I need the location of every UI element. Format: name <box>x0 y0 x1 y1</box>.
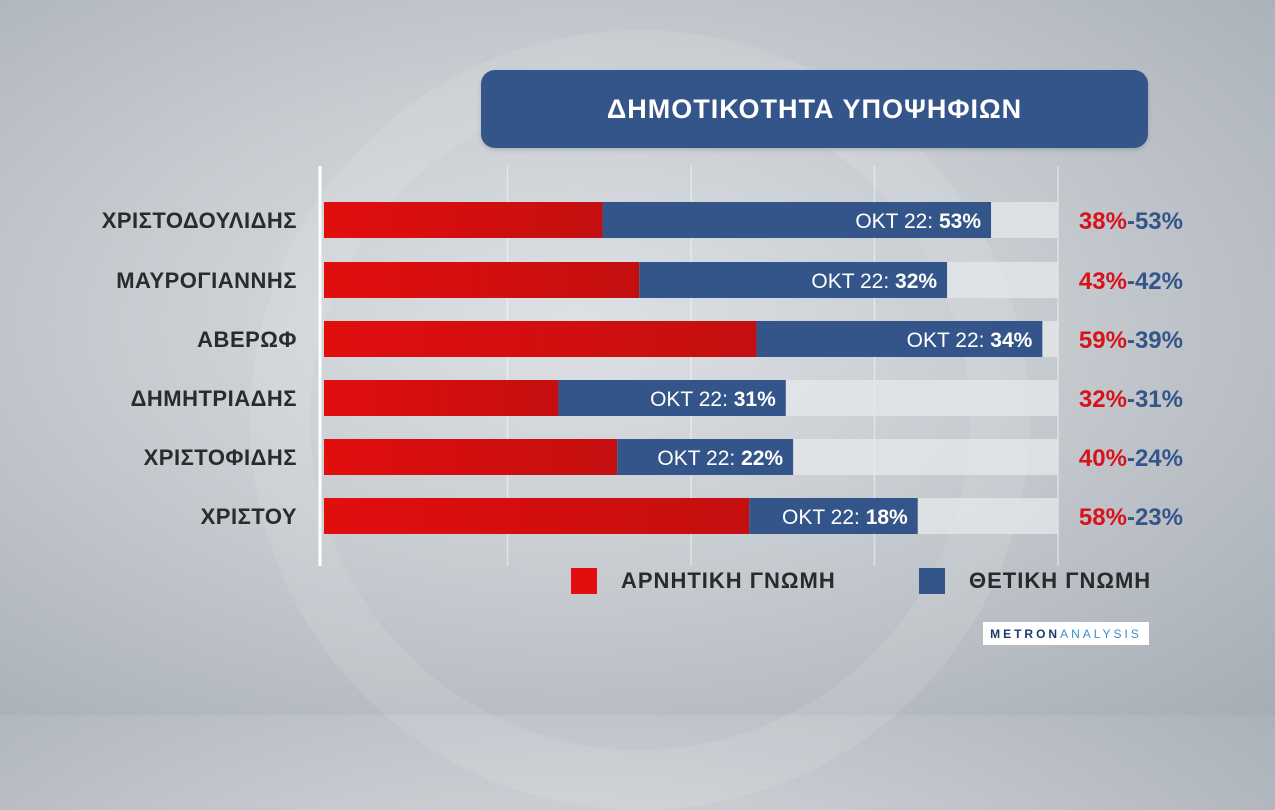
category-label: ΜΑΥΡΟΓΙΑΝΝΗΣ <box>116 268 297 293</box>
bar-negative <box>324 498 750 534</box>
legend-label-positive: ΘΕΤΙΚΗ ΓΝΩΜΗ <box>969 568 1152 593</box>
bar-negative <box>324 202 603 238</box>
legend-swatch-positive <box>919 568 945 594</box>
category-label: ΧΡΙΣΤΟΥ <box>201 504 297 529</box>
legend-item-negative: ΑΡΝΗΤΙΚΗ ΓΝΩΜΗ <box>571 568 836 594</box>
brand-part-2: ANALYSIS <box>1060 626 1142 641</box>
right-value-label: 40%-24% <box>1079 445 1183 472</box>
bar-chart: ΟΚΤ 22: 53% ΧΡΙΣΤΟΔΟΥΛΙΔΗΣ 38%-53% ΟΚΤ 22: … <box>101 202 1183 534</box>
bar-positive <box>639 262 948 298</box>
bar-positive <box>602 202 992 238</box>
right-value-label: 59%-39% <box>1079 327 1183 354</box>
right-value-label: 38%-53% <box>1079 208 1183 235</box>
category-label: ΧΡΙΣΤΟΔΟΥΛΙΔΗΣ <box>102 208 297 233</box>
right-value-label: 43%-42% <box>1079 268 1183 295</box>
right-value-label: 58%-23% <box>1079 504 1183 531</box>
bar-positive <box>749 498 918 534</box>
category-label: ΑΒΕΡΩΦ <box>197 327 297 352</box>
bar-negative <box>324 439 618 475</box>
bar-positive <box>756 321 1043 357</box>
segment-label: ΟΚΤ 22: 34% <box>907 329 1033 352</box>
segment-label: ΟΚΤ 22: 31% <box>650 388 776 411</box>
bar-positive <box>617 439 794 475</box>
bar-positive <box>558 380 786 416</box>
chart-title: ΔΗΜΟΤΙΚΟΤΗΤΑ ΥΠΟΨΗΦΙΩΝ <box>481 70 1148 148</box>
right-value-label: 32%-31% <box>1079 386 1183 413</box>
brand-part-1: METRON <box>990 626 1061 641</box>
legend-swatch-negative <box>571 568 597 594</box>
bar-negative <box>324 380 559 416</box>
segment-label: ΟΚΤ 22: 53% <box>855 210 981 233</box>
segment-label: ΟΚΤ 22: 22% <box>657 447 783 470</box>
legend: ΑΡΝΗΤΙΚΗ ΓΝΩΜΗ ΘΕΤΙΚΗ ΓΝΩΜΗ <box>0 568 1275 598</box>
segment-label: ΟΚΤ 22: 32% <box>811 270 937 293</box>
legend-item-positive: ΘΕΤΙΚΗ ΓΝΩΜΗ <box>919 568 1151 594</box>
legend-label-negative: ΑΡΝΗΤΙΚΗ ΓΝΩΜΗ <box>621 568 836 593</box>
brand-logo: METRON ANALYSIS <box>983 622 1149 645</box>
category-label: ΔΗΜΗΤΡΙΑΔΗΣ <box>131 386 297 411</box>
bar-negative <box>324 321 757 357</box>
bar-negative <box>324 262 640 298</box>
segment-label: ΟΚΤ 22: 18% <box>782 506 908 529</box>
category-label: ΧΡΙΣΤΟΦΙΔΗΣ <box>144 445 297 470</box>
